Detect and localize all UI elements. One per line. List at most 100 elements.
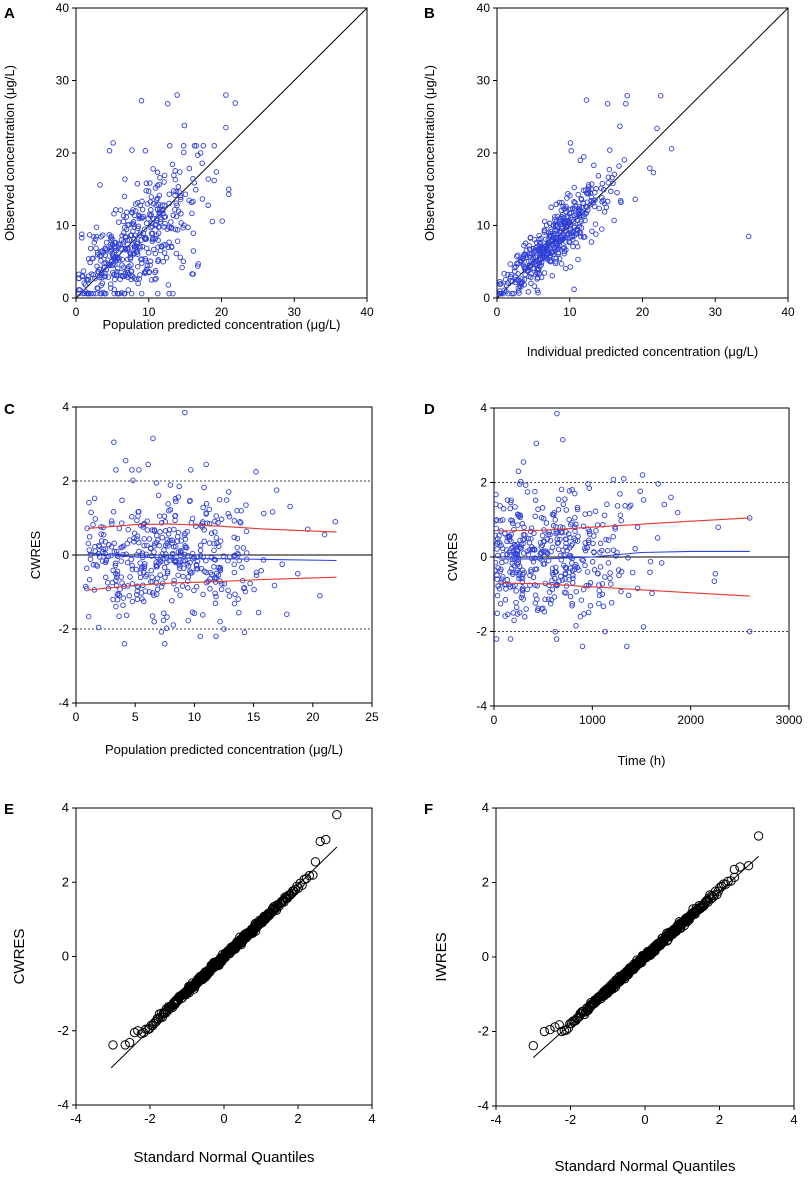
data-point bbox=[153, 562, 159, 569]
data-point bbox=[558, 486, 565, 493]
data-point bbox=[532, 592, 539, 598]
data-point bbox=[223, 124, 229, 131]
panel-e: E -4 -2 0 2 4 -4 -2 0 2 4 Standard Normal Quantiles… bbox=[4, 800, 376, 1166]
data-point bbox=[124, 246, 130, 252]
data-point bbox=[182, 409, 188, 416]
data-point bbox=[556, 243, 563, 249]
y-tick-label: -4 bbox=[58, 696, 69, 710]
data-point bbox=[574, 213, 580, 220]
data-point bbox=[154, 532, 160, 539]
data-point bbox=[161, 172, 168, 179]
data-point bbox=[155, 237, 161, 243]
data-point bbox=[579, 643, 586, 650]
data-point bbox=[108, 518, 115, 524]
y-tick-label: 2 bbox=[62, 474, 69, 488]
data-point bbox=[170, 622, 177, 628]
data-point bbox=[627, 502, 634, 509]
data-point bbox=[512, 504, 518, 510]
data-point bbox=[134, 181, 141, 187]
data-point bbox=[98, 269, 105, 276]
data-point bbox=[111, 290, 117, 297]
data-point bbox=[604, 501, 610, 507]
data-point bbox=[86, 576, 93, 583]
data-point bbox=[582, 562, 588, 569]
data-point bbox=[533, 260, 539, 267]
x-tick-label: 2 bbox=[294, 1111, 301, 1126]
data-point bbox=[159, 207, 166, 213]
data-point bbox=[521, 524, 527, 531]
data-point bbox=[100, 546, 107, 552]
data-point bbox=[153, 480, 160, 486]
smooth-line-upper bbox=[87, 523, 337, 533]
data-point bbox=[147, 262, 153, 268]
data-point bbox=[555, 251, 562, 257]
data-point bbox=[166, 239, 172, 245]
data-point bbox=[581, 234, 588, 240]
data-point bbox=[566, 488, 573, 494]
data-point bbox=[512, 543, 519, 549]
x-axis-title: Individual predicted concentration (μg/L… bbox=[527, 344, 759, 359]
data-point bbox=[729, 864, 740, 875]
data-point bbox=[242, 588, 249, 595]
data-point bbox=[561, 248, 568, 255]
data-point bbox=[654, 125, 660, 132]
data-point bbox=[162, 542, 169, 549]
data-point bbox=[217, 566, 223, 572]
data-point bbox=[530, 546, 536, 553]
data-point bbox=[555, 546, 562, 553]
data-point bbox=[134, 517, 140, 524]
data-point bbox=[535, 506, 541, 513]
data-point bbox=[182, 536, 189, 542]
y-tick-label: -4 bbox=[57, 1097, 69, 1112]
qq-reference-line bbox=[110, 846, 338, 1069]
data-point bbox=[618, 588, 624, 595]
data-point bbox=[134, 596, 141, 603]
data-point bbox=[590, 197, 597, 204]
data-point bbox=[165, 282, 172, 288]
data-point bbox=[151, 549, 157, 555]
data-point bbox=[138, 214, 144, 221]
data-point bbox=[159, 244, 165, 250]
data-point bbox=[177, 194, 184, 200]
data-point bbox=[241, 629, 248, 636]
data-point bbox=[571, 199, 577, 205]
data-point bbox=[181, 122, 188, 129]
data-point bbox=[494, 525, 500, 532]
data-point bbox=[193, 583, 200, 590]
data-point bbox=[168, 243, 175, 250]
data-point bbox=[585, 182, 592, 188]
data-point bbox=[152, 185, 159, 191]
data-point bbox=[171, 577, 177, 584]
y-axis-title: CWRES bbox=[11, 929, 28, 985]
data-point bbox=[616, 163, 622, 169]
data-point bbox=[115, 219, 122, 225]
data-point bbox=[743, 861, 754, 871]
data-point bbox=[150, 236, 156, 243]
data-point bbox=[509, 278, 516, 285]
data-point bbox=[504, 577, 511, 583]
data-point bbox=[208, 554, 215, 561]
panel-a: A 0 10 20 30 40 0 10 20 30 40 Population predicted … bbox=[2, 1, 374, 332]
data-point bbox=[520, 571, 526, 578]
data-point bbox=[191, 587, 197, 594]
data-points bbox=[497, 92, 752, 297]
data-point bbox=[521, 252, 527, 258]
data-point bbox=[144, 542, 150, 549]
data-point bbox=[640, 624, 647, 630]
data-point bbox=[153, 591, 160, 597]
data-point bbox=[518, 545, 524, 551]
y-axis-title: Observed concentration (μg/L) bbox=[2, 65, 17, 241]
data-point bbox=[167, 482, 174, 488]
data-point bbox=[127, 251, 134, 258]
data-point bbox=[226, 593, 233, 599]
data-point bbox=[133, 566, 139, 573]
data-point bbox=[114, 574, 120, 581]
data-point bbox=[149, 613, 156, 619]
data-point bbox=[547, 255, 553, 261]
data-point bbox=[178, 210, 184, 217]
data-point bbox=[170, 290, 176, 297]
data-point bbox=[614, 189, 620, 196]
data-point bbox=[119, 256, 126, 263]
data-point bbox=[545, 1024, 555, 1035]
data-point bbox=[532, 488, 538, 495]
